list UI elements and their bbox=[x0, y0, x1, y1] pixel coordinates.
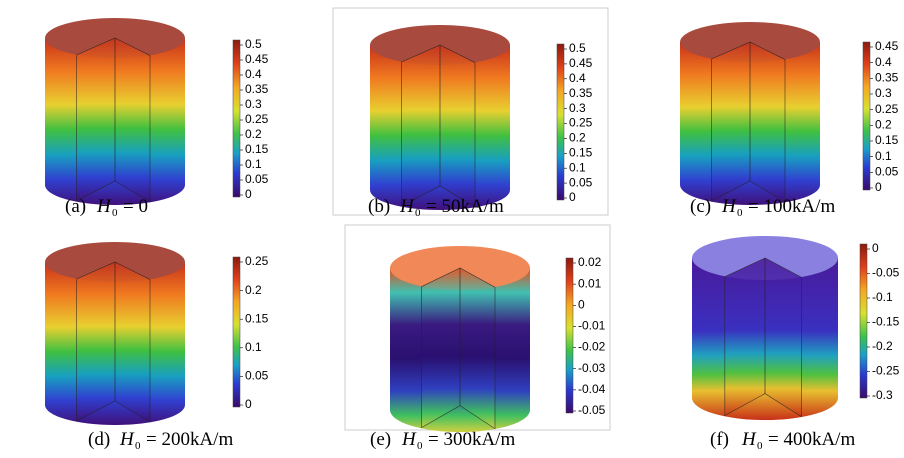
colorbar-tick-label: 0.05 bbox=[875, 165, 899, 179]
panel: 0.020.010-0.01-0.02-0.03-0.04-0.05(e) H 0 =… bbox=[370, 246, 606, 452]
panel: 0.50.450.40.350.30.250.20.150.10.050(b) H… bbox=[368, 25, 593, 219]
colorbar-tick-label: 0.35 bbox=[569, 86, 593, 100]
colorbar-tick-label: 0.2 bbox=[245, 283, 262, 297]
colorbar-tick-label: 0.3 bbox=[875, 86, 892, 100]
colorbar-tick-label: -0.03 bbox=[578, 361, 606, 375]
caption-symbol: H bbox=[721, 196, 737, 217]
caption-symbol: H bbox=[399, 196, 415, 217]
colorbar bbox=[565, 257, 574, 414]
colorbar-tick-label: 0.1 bbox=[245, 340, 262, 354]
colorbar-tick-label: 0 bbox=[578, 297, 585, 311]
colorbar-tick-label: -0.1 bbox=[872, 290, 893, 304]
colorbar-tick-label: 0.02 bbox=[578, 255, 602, 269]
colorbar bbox=[232, 256, 241, 408]
cut-wedge bbox=[711, 41, 786, 203]
colorbar-tick-label: 0 bbox=[245, 187, 252, 201]
colorbar-tick-label: -0.15 bbox=[872, 315, 900, 329]
caption-symbol: H bbox=[96, 196, 112, 217]
colorbar-tick-label: 0 bbox=[245, 397, 252, 411]
panel: 0.450.40.350.30.250.20.150.10.050(c) H 0 = … bbox=[680, 22, 899, 219]
colorbar-tick-label: 0.4 bbox=[569, 71, 586, 85]
colorbar-tick-label: -0.01 bbox=[578, 319, 606, 333]
cut-wedge bbox=[724, 257, 802, 418]
caption-value: = 50kA/m bbox=[426, 196, 504, 217]
panel: 0.250.20.150.10.050(d) H 0 = 200kA/m bbox=[45, 242, 269, 452]
caption-subscript: 0 bbox=[417, 440, 423, 452]
colorbar-tick-label: 0.45 bbox=[569, 56, 593, 70]
caption-label: (b) bbox=[368, 196, 390, 217]
cut-wedge bbox=[421, 267, 496, 430]
colorbar-tick-label: 0.15 bbox=[569, 145, 593, 159]
caption-label: (e) bbox=[370, 429, 391, 450]
colorbar-tick-label: 0.25 bbox=[245, 112, 269, 126]
colorbar-tick-label: 0.4 bbox=[875, 55, 892, 69]
caption-value: = 100kA/m bbox=[748, 196, 835, 217]
caption-label: (d) bbox=[88, 429, 110, 450]
colorbar bbox=[556, 43, 565, 201]
caption-subscript: 0 bbox=[135, 440, 141, 452]
colorbar-tick-label: 0.15 bbox=[245, 311, 269, 325]
cut-wedge bbox=[76, 37, 151, 203]
caption-subscript: 0 bbox=[112, 207, 118, 219]
colorbar-tick-label: 0 bbox=[569, 190, 576, 204]
caption-symbol: H bbox=[401, 429, 417, 450]
caption-value: = 300kA/m bbox=[428, 429, 515, 450]
panel: 0.50.450.40.350.30.250.20.150.10.050(a) H… bbox=[45, 18, 269, 219]
colorbar-tick-label: -0.2 bbox=[872, 339, 893, 353]
colorbar-tick-label: 0.15 bbox=[245, 142, 269, 156]
colorbar bbox=[862, 41, 871, 191]
colorbar-tick-label: 0.1 bbox=[245, 157, 262, 171]
caption-symbol: H bbox=[119, 429, 135, 450]
colorbar-tick-label: -0.3 bbox=[872, 388, 893, 402]
panel: 0-0.05-0.1-0.15-0.2-0.25-0.3(f) H 0 = 400kA… bbox=[692, 236, 900, 452]
caption-label: (a) bbox=[65, 196, 86, 217]
colorbar-tick-label: 0.15 bbox=[875, 133, 899, 147]
cut-wedge bbox=[76, 261, 151, 423]
colorbar bbox=[232, 39, 241, 198]
colorbar-tick-label: 0.3 bbox=[245, 97, 262, 111]
colorbar-tick-label: 0.5 bbox=[245, 37, 262, 51]
colorbar-tick-label: 0 bbox=[875, 180, 882, 194]
colorbar bbox=[859, 243, 868, 399]
colorbar-tick-label: 0.2 bbox=[245, 127, 262, 141]
colorbar-tick-label: 0.05 bbox=[569, 175, 593, 189]
panel-frame bbox=[332, 7, 609, 216]
colorbar-tick-label: -0.02 bbox=[578, 340, 606, 354]
colorbar-tick-label: 0.45 bbox=[245, 52, 269, 66]
colorbar-tick-label: -0.04 bbox=[578, 382, 606, 396]
cut-wedge bbox=[401, 44, 476, 208]
colorbar-tick-label: -0.05 bbox=[872, 266, 900, 280]
colorbar-tick-label: 0.35 bbox=[245, 82, 269, 96]
colorbar-tick-label: 0.05 bbox=[245, 172, 269, 186]
colorbar-tick-label: 0.01 bbox=[578, 276, 602, 290]
colorbar-tick-label: 0.25 bbox=[875, 102, 899, 116]
caption-value: = 400kA/m bbox=[768, 429, 855, 450]
colorbar-tick-label: 0.1 bbox=[569, 160, 586, 174]
colorbar-tick-label: 0 bbox=[872, 241, 879, 255]
colorbar-tick-label: 0.4 bbox=[245, 67, 262, 81]
colorbar-tick-label: 0.2 bbox=[875, 118, 892, 132]
caption-value: = 200kA/m bbox=[146, 429, 233, 450]
colorbar-tick-label: 0.3 bbox=[569, 101, 586, 115]
colorbar-tick-label: 0.2 bbox=[569, 131, 586, 145]
caption-label: (c) bbox=[690, 196, 711, 217]
colorbar-tick-label: -0.05 bbox=[578, 403, 606, 417]
caption-label: (f) bbox=[710, 429, 729, 450]
colorbar-tick-label: 0.35 bbox=[875, 71, 899, 85]
caption-subscript: 0 bbox=[415, 207, 421, 219]
colorbar-tick-label: 0.05 bbox=[245, 369, 269, 383]
caption-symbol: H bbox=[741, 429, 757, 450]
colorbar-tick-label: 0.45 bbox=[875, 39, 899, 53]
caption-value: = 0 bbox=[123, 196, 148, 217]
colorbar-tick-label: -0.25 bbox=[872, 364, 900, 378]
caption-subscript: 0 bbox=[757, 440, 763, 452]
colorbar-tick-label: 0.1 bbox=[875, 149, 892, 163]
caption-subscript: 0 bbox=[737, 207, 743, 219]
colorbar-tick-label: 0.25 bbox=[245, 254, 269, 268]
colorbar-tick-label: 0.25 bbox=[569, 116, 593, 130]
colorbar-tick-label: 0.5 bbox=[569, 41, 586, 55]
